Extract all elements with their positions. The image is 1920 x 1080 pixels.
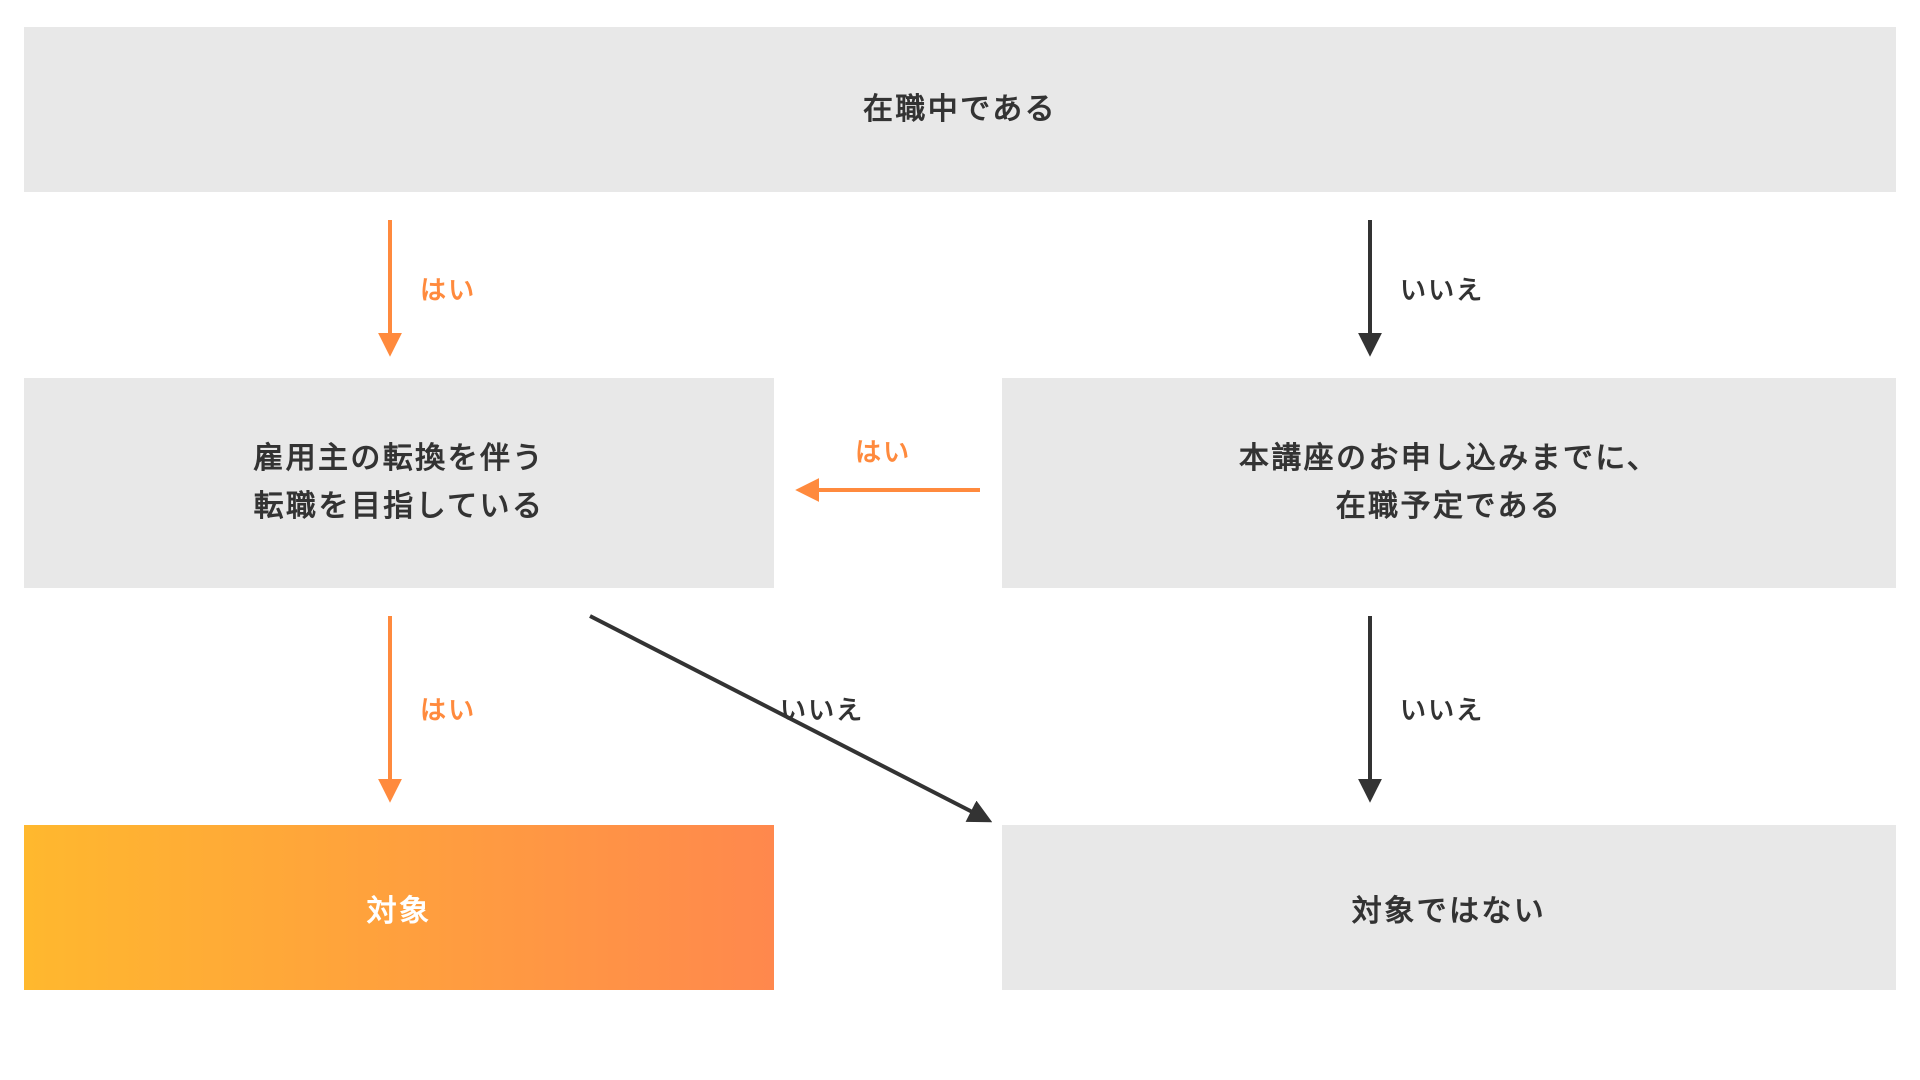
node-right-result-label: 対象ではない — [1352, 886, 1546, 930]
node-right-mid-label: 本講座のお申し込みまでに、 在職予定である — [1239, 435, 1659, 531]
edge-label: いいえ — [1400, 690, 1484, 727]
edge-label: はい — [420, 270, 476, 307]
node-left-result-label: 対象 — [367, 886, 432, 930]
node-root: 在職中である — [24, 27, 1896, 192]
edge-label: はい — [420, 690, 476, 727]
node-left-mid-label: 雇用主の転換を伴う 転職を目指している — [253, 435, 545, 531]
edge-label: いいえ — [1400, 270, 1484, 307]
edge-label: いいえ — [780, 690, 864, 727]
flowchart-canvas: 在職中である 雇用主の転換を伴う 転職を目指している 本講座のお申し込みまでに、… — [0, 0, 1920, 1080]
node-root-label: 在職中である — [863, 86, 1057, 134]
node-left-result: 対象 — [24, 825, 774, 990]
edge-label: はい — [855, 432, 911, 469]
node-left-mid: 雇用主の転換を伴う 転職を目指している — [24, 378, 774, 588]
node-right-result: 対象ではない — [1002, 825, 1896, 990]
node-right-mid: 本講座のお申し込みまでに、 在職予定である — [1002, 378, 1896, 588]
